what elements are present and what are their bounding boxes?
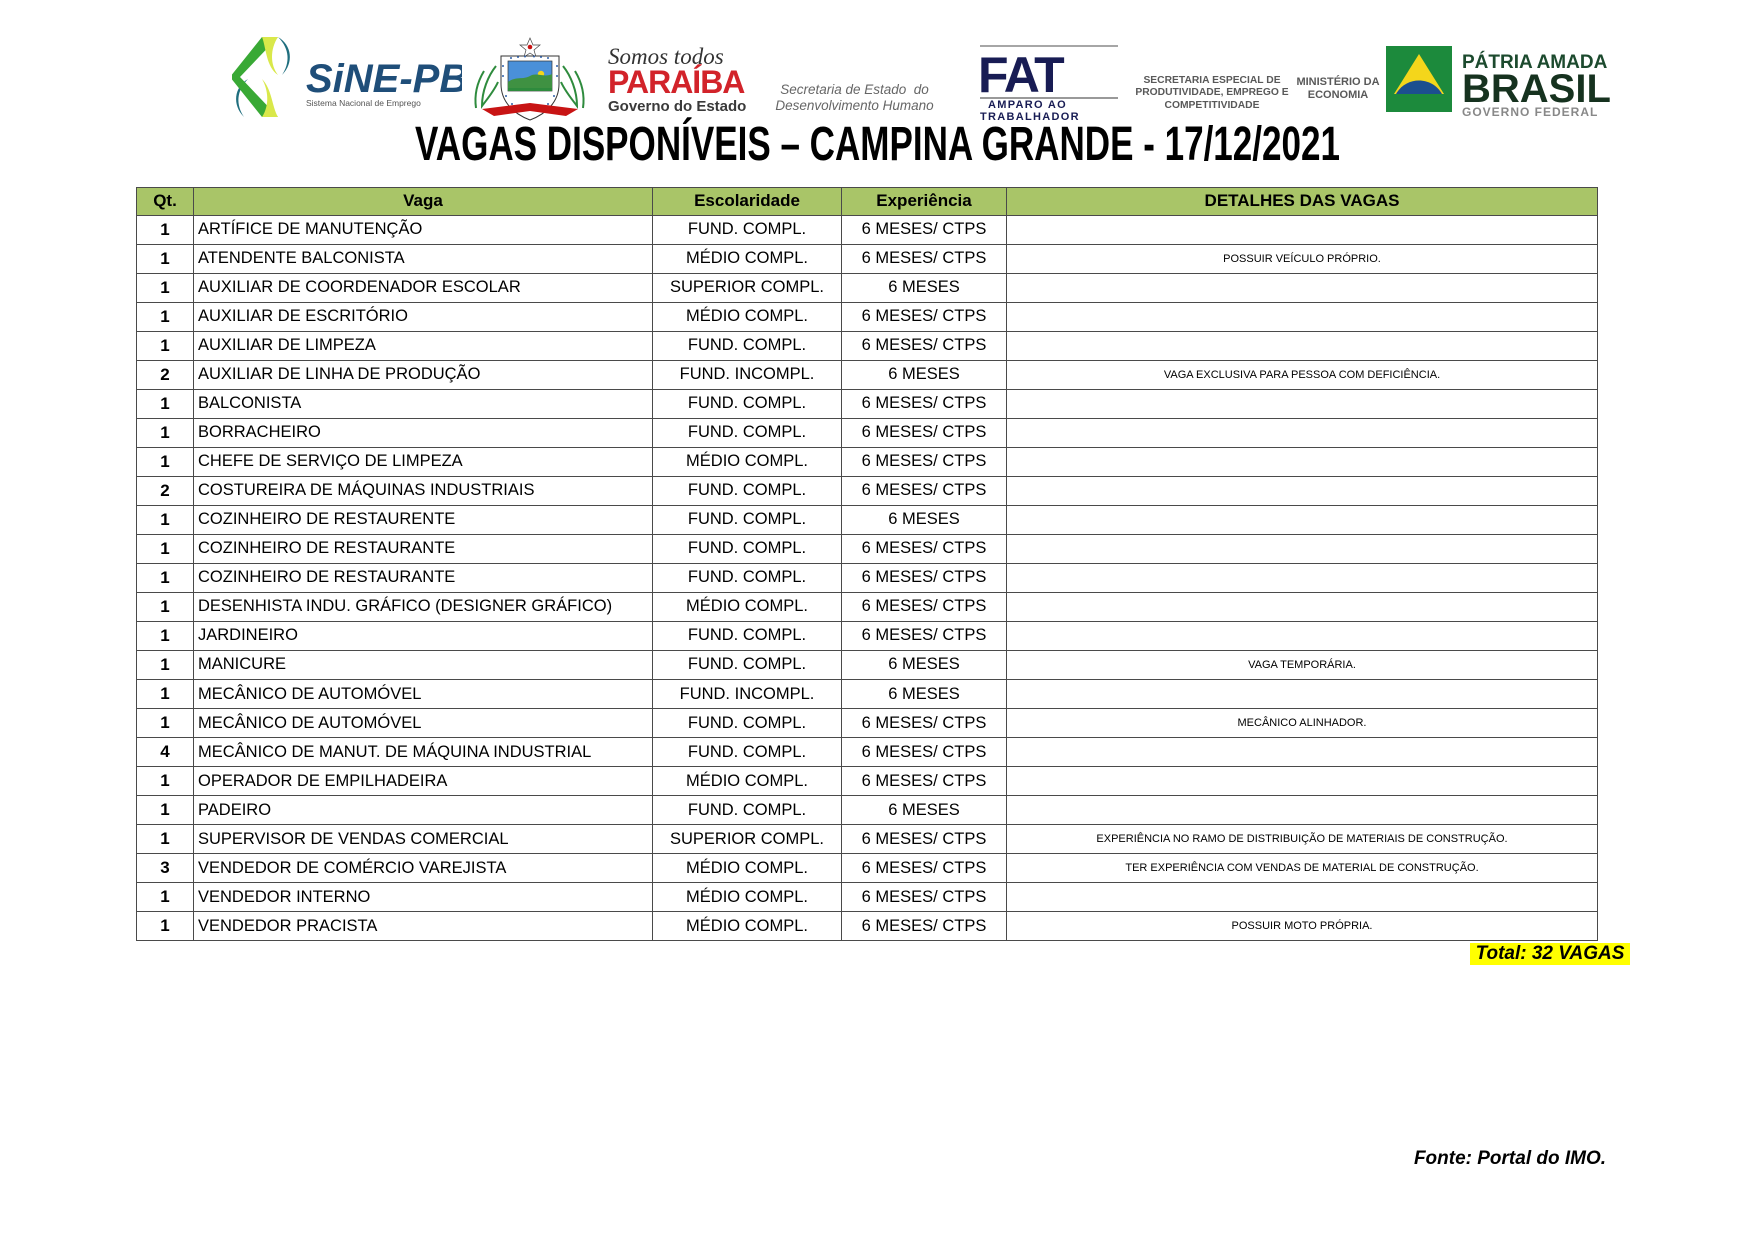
svg-text:SiNE-PB: SiNE-PB bbox=[306, 57, 462, 101]
svg-text:PARAÍBA: PARAÍBA bbox=[608, 64, 745, 100]
svg-text:AMPARO AO: AMPARO AO bbox=[988, 99, 1067, 111]
svg-text:Sistema Nacional de Emprego: Sistema Nacional de Emprego bbox=[306, 98, 421, 108]
svg-text:Governo do Estado: Governo do Estado bbox=[608, 98, 746, 115]
svg-text:FAT: FAT bbox=[978, 47, 1064, 103]
